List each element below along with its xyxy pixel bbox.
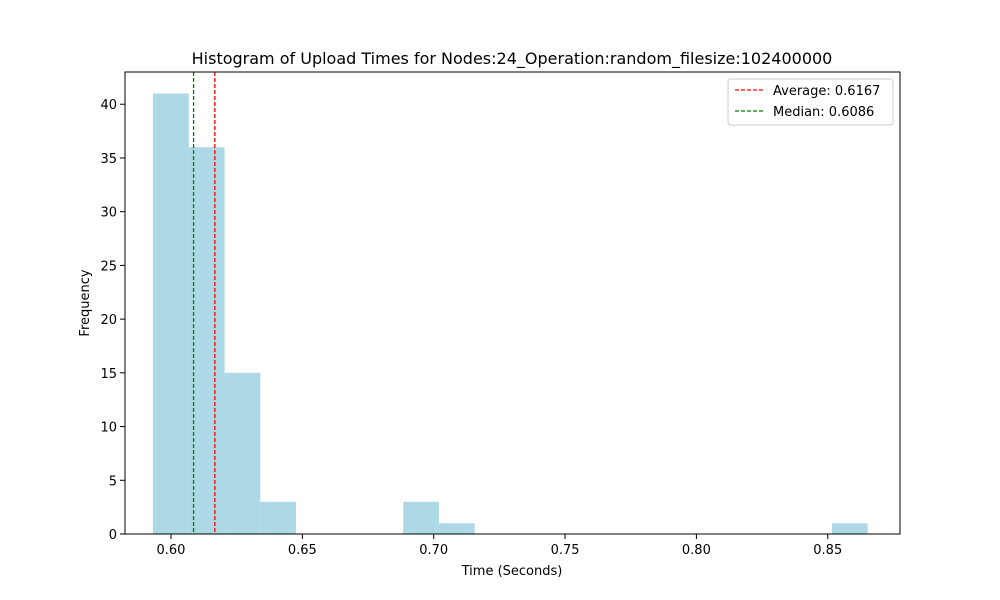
histogram-bar bbox=[188, 147, 225, 535]
legend-average-label: Average: 0.6167 bbox=[773, 84, 880, 99]
y-axis-label: Frequency bbox=[78, 269, 93, 336]
x-tick-label: 0.80 bbox=[682, 543, 711, 558]
y-tick-label: 0 bbox=[109, 528, 117, 543]
y-tick-label: 20 bbox=[100, 313, 117, 328]
y-tick-label: 25 bbox=[100, 259, 117, 274]
x-tick-label: 0.85 bbox=[813, 543, 842, 558]
histogram-bar bbox=[831, 523, 868, 534]
x-axis-ticks: 0.60 0.65 0.70 0.75 0.80 0.85 bbox=[156, 534, 842, 558]
x-tick-label: 0.60 bbox=[156, 543, 185, 558]
legend: Average: 0.6167 Median: 0.6086 bbox=[727, 78, 894, 126]
chart-title: Histogram of Upload Times for Nodes:24_O… bbox=[192, 49, 833, 69]
histogram-bar bbox=[224, 372, 261, 534]
histogram-bar bbox=[260, 501, 297, 534]
y-tick-label: 40 bbox=[100, 98, 117, 113]
histogram-bar bbox=[438, 523, 475, 534]
y-axis-ticks: 0 5 10 15 20 25 30 35 40 bbox=[100, 98, 125, 543]
histogram-bar bbox=[152, 93, 189, 534]
reference-lines bbox=[192, 72, 216, 534]
x-tick-label: 0.70 bbox=[419, 543, 448, 558]
plot-frame bbox=[124, 71, 901, 535]
histogram-bar bbox=[403, 501, 439, 534]
y-tick-label: 15 bbox=[100, 367, 117, 382]
y-tick-label: 10 bbox=[100, 421, 117, 436]
x-tick-label: 0.65 bbox=[288, 543, 317, 558]
x-tick-label: 0.75 bbox=[551, 543, 580, 558]
legend-median-label: Median: 0.6086 bbox=[773, 105, 874, 120]
histogram-bars bbox=[152, 93, 868, 535]
x-axis-label: Time (Seconds) bbox=[461, 564, 563, 579]
y-tick-label: 30 bbox=[100, 206, 117, 221]
y-tick-label: 35 bbox=[100, 152, 117, 167]
legend-box bbox=[727, 78, 894, 126]
y-tick-label: 5 bbox=[109, 474, 117, 489]
